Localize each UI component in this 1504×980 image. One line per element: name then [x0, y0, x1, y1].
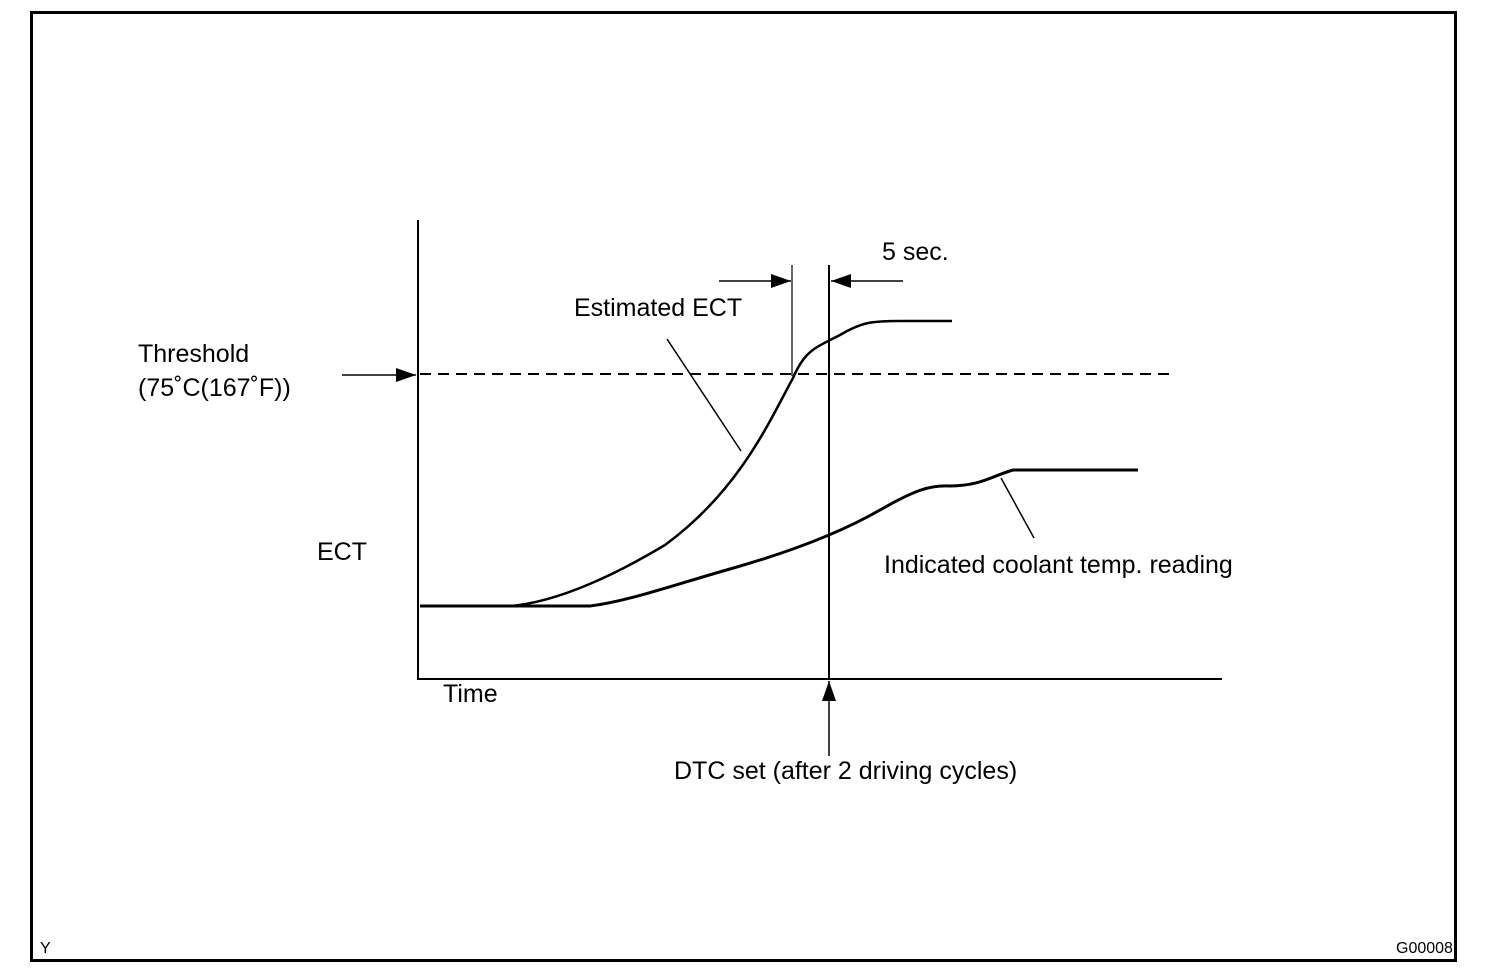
time-delay-label: 5 sec.	[882, 238, 949, 266]
corner-mark: Y	[40, 940, 51, 957]
indicated-reading-leader	[1000, 477, 1035, 539]
figure-code: G00008	[1396, 940, 1453, 957]
threshold-label: Threshold	[138, 340, 250, 368]
indicated-reading-label: Indicated coolant temp. reading	[884, 551, 1233, 579]
estimated-ect-label: Estimated ECT	[574, 294, 743, 322]
estimated-ect-curve	[420, 319, 952, 608]
indicated-coolant-curve	[420, 468, 1138, 608]
dtc-set-label: DTC set (after 2 driving cycles)	[674, 757, 1018, 785]
ect-axis-label: ECT	[317, 538, 367, 566]
threshold-value-label: (75˚C(167˚F))	[138, 374, 291, 402]
estimated-ect-leader	[666, 338, 742, 452]
time-axis-label: Time	[443, 680, 498, 708]
figure-border	[30, 11, 1457, 962]
